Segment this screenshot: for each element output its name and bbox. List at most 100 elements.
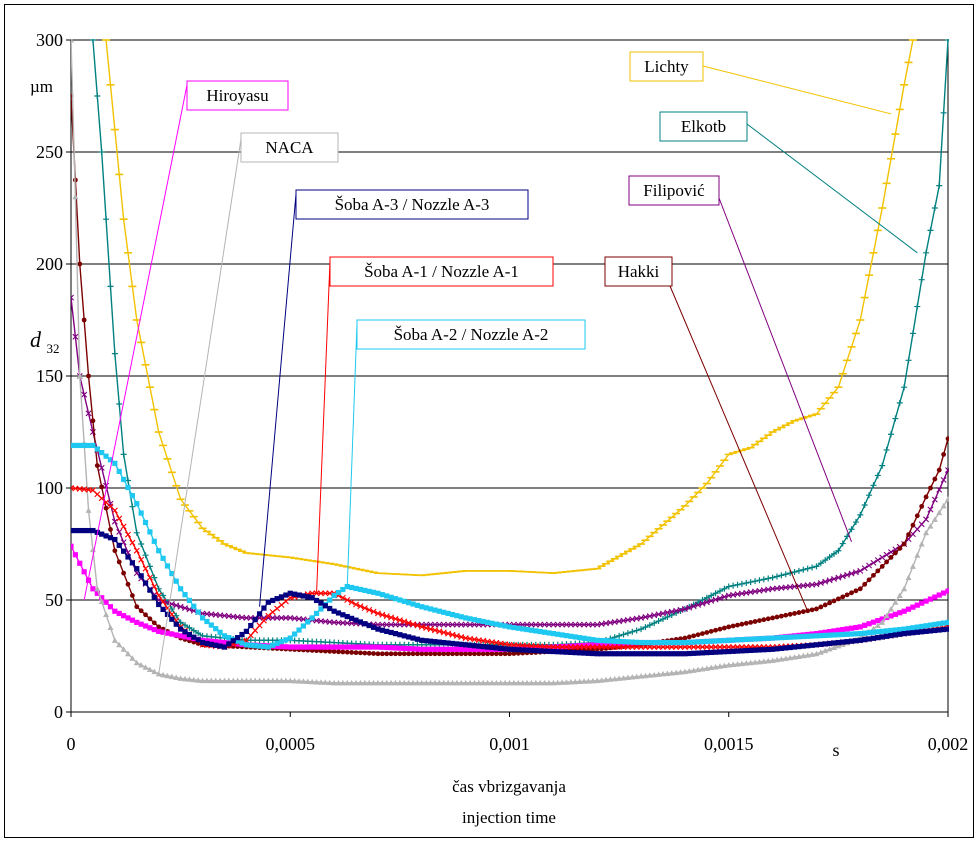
series-marker [629,639,635,645]
series-marker [716,595,723,602]
series-marker [283,637,289,643]
series-marker [103,599,109,605]
series-marker [892,599,899,605]
series-marker [313,678,320,685]
series-marker [743,579,750,586]
series-marker [358,650,363,656]
series-marker [708,644,715,651]
series-marker [449,611,456,618]
series-marker [379,651,385,657]
series-marker [331,649,337,654]
series-marker [445,621,452,628]
series-marker [782,655,789,661]
series-marker [379,592,385,598]
series-marker [673,607,680,614]
series-marker [388,621,395,628]
series-marker [603,638,609,644]
series-marker [734,648,741,654]
series-marker [269,677,276,684]
series-marker [283,592,289,598]
series-marker [173,621,179,627]
series-marker [738,660,745,667]
series-marker [454,641,460,647]
series-marker [178,633,184,639]
series-marker [94,590,100,596]
series-marker [322,648,328,654]
series-marker [844,626,850,632]
series-marker [467,616,473,622]
series-layer [71,39,949,686]
callout-0: Lichty [629,51,892,115]
series-marker [879,619,886,625]
series-marker [848,638,855,644]
series-marker [72,442,78,449]
callout-box [240,132,339,163]
series-marker [748,620,754,625]
series-marker [524,647,530,653]
series-marker [664,651,670,657]
series-marker [388,651,394,657]
series-marker [397,632,403,638]
series-marker [909,330,916,337]
series-marker [379,611,386,618]
series-line [105,39,914,577]
series-marker [427,638,434,644]
series-marker [392,631,399,637]
series-marker [111,350,118,357]
series-marker [471,679,478,686]
series-marker [774,646,780,652]
series-marker [327,644,333,650]
y-unit-label: µm [30,77,53,96]
series-marker [712,663,719,670]
series-marker [278,594,285,600]
series-marker [432,607,438,613]
series-marker [817,579,824,586]
series-marker [844,592,850,598]
series-marker [445,651,451,657]
series-marker [555,649,561,655]
series-marker [887,605,894,612]
series-marker [708,597,715,604]
series-marker [440,679,447,686]
series-marker [594,644,601,651]
series-marker [401,598,407,604]
series-marker [620,639,627,645]
series-marker [129,593,135,598]
series-marker [905,630,912,636]
y-axis-label-sub: 32 [47,341,60,356]
y-tick-label: 50 [45,590,63,610]
x-tick-label: 0,0015 [704,734,754,754]
series-marker [787,634,793,640]
series-marker [256,622,263,629]
series-marker [392,621,399,628]
series-marker [840,631,846,638]
series-marker [932,621,938,628]
series-marker [125,650,132,657]
series-marker [726,624,732,630]
series-marker [668,670,675,676]
axis-labels: µm d 32 s čas vbrizgavanja injection tim… [30,77,840,827]
series-marker [809,564,816,571]
series-marker [546,648,552,654]
series-marker [133,547,140,554]
series-marker [923,623,929,629]
series-marker [436,639,442,645]
series-marker [905,625,912,632]
y-tick-label: 250 [36,142,63,162]
series-marker [760,576,767,583]
series-marker [353,601,360,608]
series-marker [441,609,447,615]
series-marker [546,630,552,636]
series-marker [572,678,579,685]
series-marker [572,634,578,640]
series-marker [945,467,949,474]
series-marker [659,670,666,677]
series-marker [704,638,710,645]
series-marker [695,601,702,608]
series-marker [791,644,798,650]
series-marker [773,573,780,580]
series-marker [677,651,684,657]
series-marker [432,646,438,652]
series-marker [901,541,907,547]
series-marker [620,651,627,657]
